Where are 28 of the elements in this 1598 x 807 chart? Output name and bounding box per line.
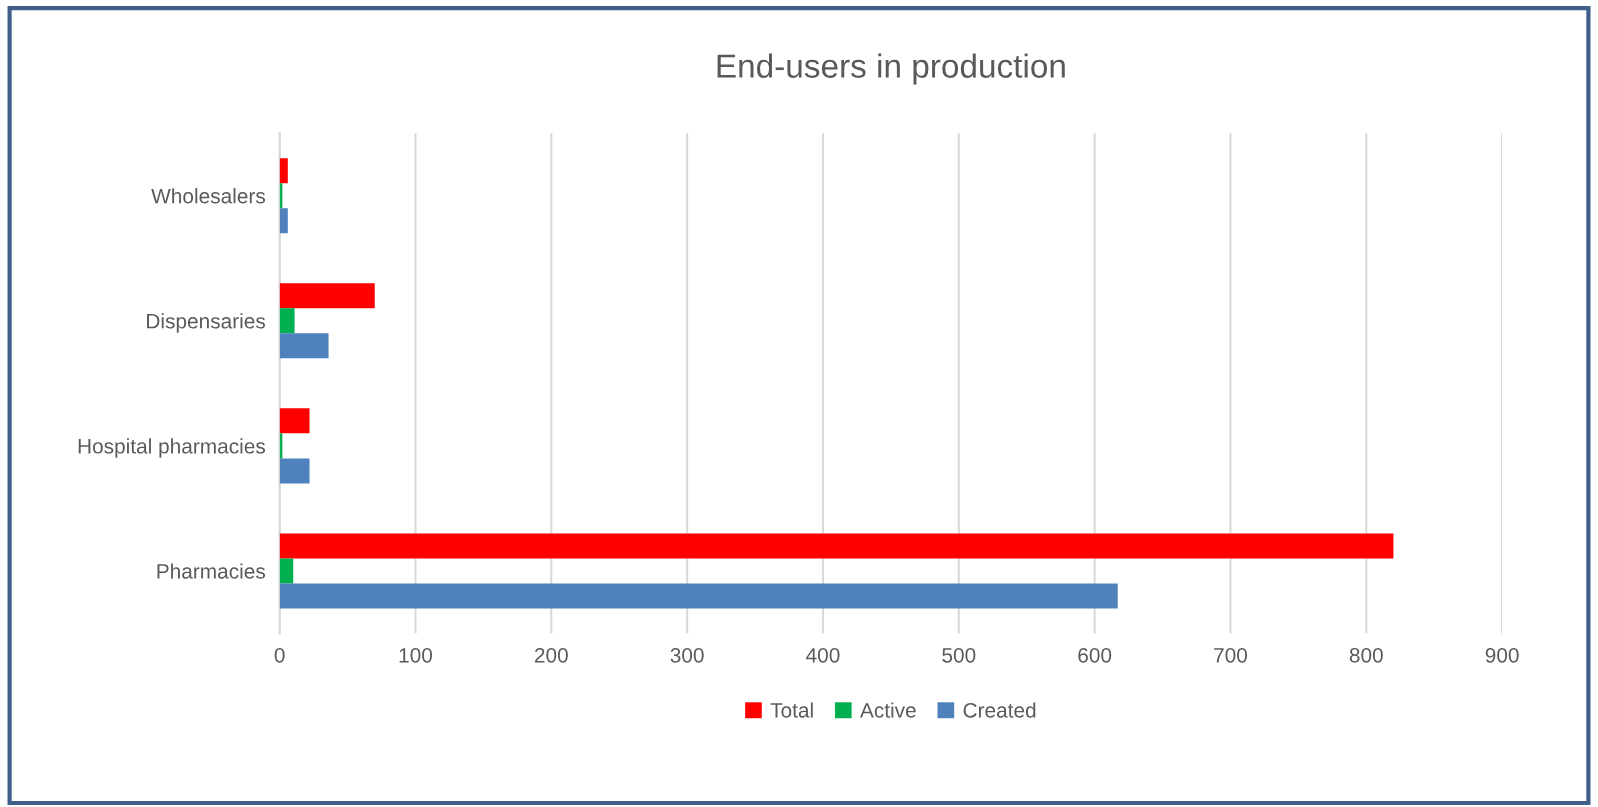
bar — [279, 158, 288, 184]
legend-label: Active — [860, 702, 916, 718]
bar — [279, 283, 375, 309]
x-tick-label: 100 — [399, 647, 433, 663]
bar — [279, 408, 310, 434]
bar — [279, 208, 288, 234]
chart-title: End-users in production — [717, 53, 1065, 85]
y-tick-label: Dispensaries — [147, 313, 266, 333]
legend-label: Created — [963, 702, 1036, 718]
x-tick-label: 700 — [1214, 647, 1248, 663]
legend-label: Total — [770, 702, 813, 718]
y-tick-label: Pharmacies — [157, 563, 266, 579]
x-tick-label: 0 — [274, 647, 285, 663]
bar — [279, 458, 310, 484]
bar — [279, 533, 1394, 559]
x-tick-label: 300 — [670, 647, 704, 663]
y-tick-label: Wholesalers — [151, 188, 266, 204]
bar — [279, 333, 329, 359]
x-tick-label: 800 — [1349, 647, 1383, 663]
x-tick-label: 200 — [534, 647, 568, 663]
bar — [279, 308, 295, 334]
x-tick-label: 900 — [1485, 647, 1519, 663]
x-tick-label: 400 — [806, 647, 840, 663]
bar — [279, 558, 294, 584]
x-tick-label: 500 — [942, 647, 976, 663]
bar — [279, 583, 1118, 609]
x-tick-label: 600 — [1078, 647, 1112, 663]
y-tick-label: Hospital pharmacies — [78, 438, 266, 458]
